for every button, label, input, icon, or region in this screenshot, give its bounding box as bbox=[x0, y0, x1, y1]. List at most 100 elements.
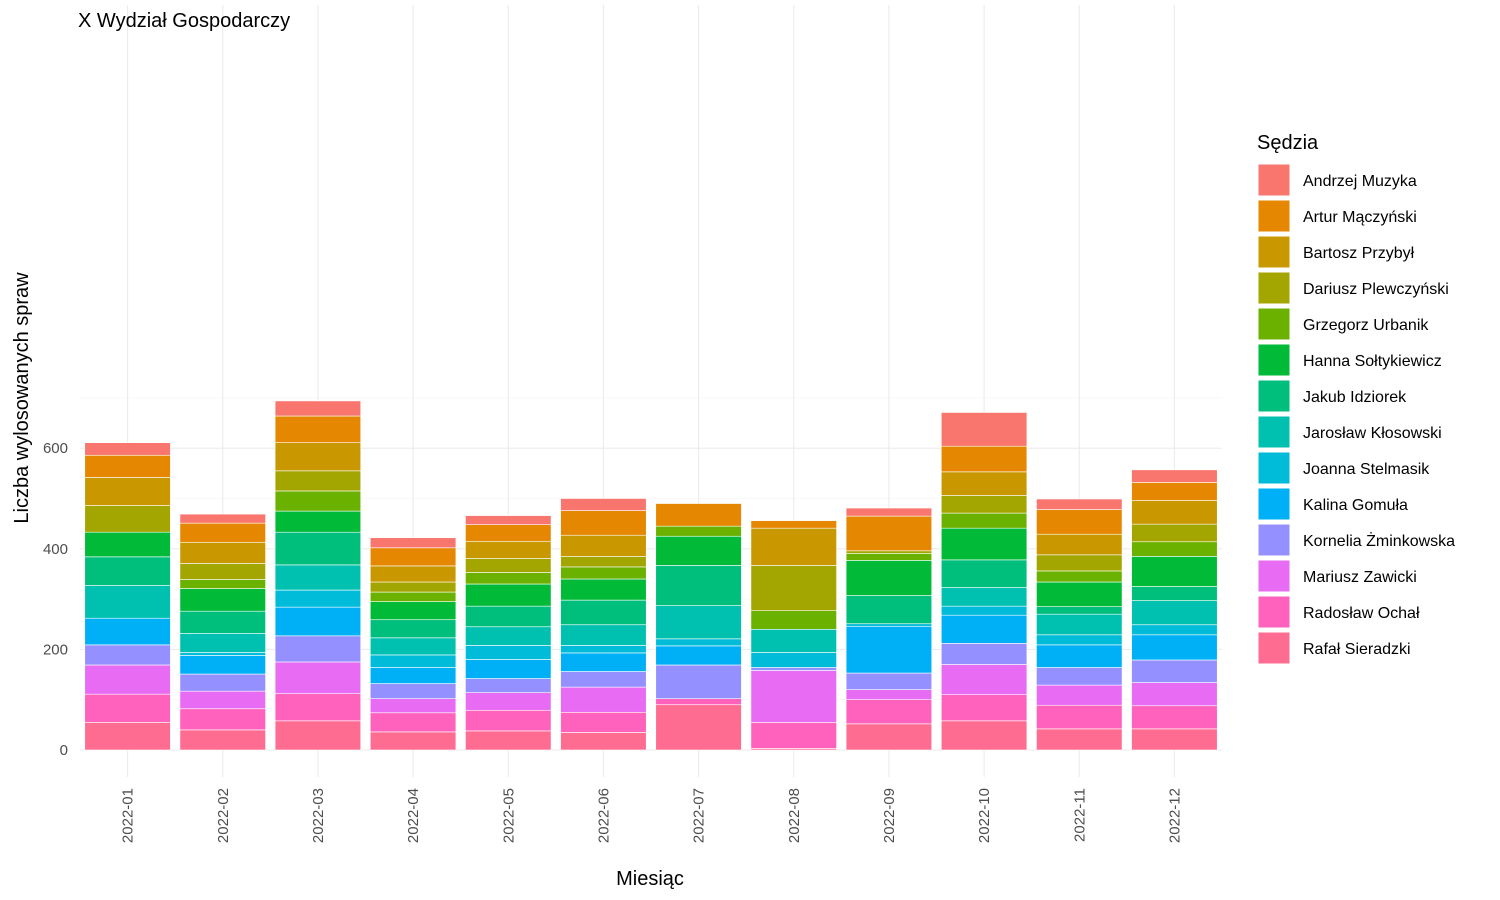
chart-title: X Wydział Gospodarczy bbox=[78, 10, 290, 32]
legend-swatch bbox=[1257, 163, 1291, 197]
legend-label: Grzegorz Urbanik bbox=[1303, 317, 1429, 334]
bar-segment bbox=[465, 605, 552, 628]
legend-label: Jarosław Kłosowski bbox=[1303, 425, 1442, 442]
x-tick-label: 2022-12 bbox=[1166, 788, 1183, 843]
bar-segment bbox=[84, 531, 171, 558]
legend-label: Andrzej Muzyka bbox=[1303, 173, 1417, 190]
bar-segment bbox=[369, 637, 457, 656]
bar-segment bbox=[465, 515, 552, 525]
bar-segment bbox=[1036, 509, 1123, 535]
bar-segment bbox=[179, 673, 266, 692]
bar-segment bbox=[655, 704, 742, 751]
legend-swatch bbox=[1257, 559, 1291, 593]
bar-segment bbox=[560, 510, 647, 536]
bar-segment bbox=[845, 723, 933, 751]
bar-segment bbox=[84, 722, 171, 751]
legend-swatch bbox=[1257, 199, 1291, 233]
bar-segment bbox=[274, 720, 362, 751]
y-axis-title: Liczba wylosowanych spraw bbox=[11, 272, 33, 524]
bar-segment bbox=[84, 664, 171, 695]
y-tick-label: 400 bbox=[43, 541, 68, 558]
x-tick-label: 2022-08 bbox=[786, 788, 803, 843]
bar-segment bbox=[179, 541, 266, 564]
x-tick-label: 2022-02 bbox=[215, 788, 232, 843]
bar-segment bbox=[179, 690, 266, 710]
bar-segment bbox=[465, 692, 552, 711]
bar-segment bbox=[655, 645, 742, 666]
bar-segment bbox=[369, 667, 457, 684]
bar-segment bbox=[655, 503, 742, 527]
bars bbox=[84, 400, 1218, 751]
bar-segment bbox=[750, 565, 837, 611]
bar-segment bbox=[274, 635, 362, 663]
x-tick-label: 2022-05 bbox=[500, 788, 517, 843]
bar-segment bbox=[560, 732, 647, 751]
bar-segment bbox=[845, 560, 933, 596]
bar-segment bbox=[274, 470, 362, 492]
bar-segment bbox=[560, 578, 647, 601]
legend-title: Sędzia bbox=[1257, 132, 1319, 154]
bar-segment bbox=[1131, 659, 1218, 683]
bar-segment bbox=[940, 559, 1028, 588]
bar-segment bbox=[560, 652, 647, 672]
bar-segment bbox=[655, 565, 742, 606]
bar-segment bbox=[369, 601, 457, 621]
bar-segment bbox=[369, 698, 457, 714]
bar-segment bbox=[1036, 581, 1123, 607]
bar-segment bbox=[750, 527, 837, 566]
bar-segment bbox=[465, 678, 552, 693]
bar-segment bbox=[274, 564, 362, 591]
bar-segment bbox=[179, 588, 266, 612]
bar-segment bbox=[84, 454, 171, 478]
legend-swatch bbox=[1257, 235, 1291, 269]
bar-segment bbox=[940, 527, 1028, 561]
bar-segment bbox=[750, 722, 837, 749]
x-tick-label: 2022-07 bbox=[691, 788, 708, 843]
bar-segment bbox=[1131, 600, 1218, 626]
bar-segment bbox=[1036, 728, 1123, 751]
legend-swatch bbox=[1257, 487, 1291, 521]
bar-segment bbox=[1036, 613, 1123, 636]
bar-segment bbox=[1131, 586, 1218, 601]
bar-segment bbox=[274, 510, 362, 533]
bar-segment bbox=[274, 531, 362, 566]
y-tick-label: 0 bbox=[60, 742, 68, 759]
bar-segment bbox=[750, 610, 837, 630]
bar-segment bbox=[1131, 556, 1218, 587]
bar-segment bbox=[845, 625, 933, 674]
bar-segment bbox=[179, 563, 266, 580]
bar-segment bbox=[1131, 541, 1218, 557]
legend-label: Joanna Stelmasik bbox=[1303, 461, 1430, 478]
bar-segment bbox=[369, 537, 457, 549]
y-axis: 0 200 400 600 bbox=[43, 440, 68, 759]
bar-segment bbox=[465, 524, 552, 542]
bar-segment bbox=[750, 670, 837, 723]
bar-segment bbox=[84, 477, 171, 506]
bar-segment bbox=[940, 412, 1028, 447]
bar-segment bbox=[1036, 498, 1123, 510]
bar-segment bbox=[940, 512, 1028, 529]
legend-swatch bbox=[1257, 343, 1291, 377]
bar-segment bbox=[845, 507, 933, 517]
bar-segment bbox=[179, 579, 266, 589]
legend-label: Rafał Sieradzki bbox=[1303, 641, 1411, 658]
bar-segment bbox=[845, 595, 933, 625]
legend-swatch bbox=[1257, 631, 1291, 665]
bar-segment bbox=[1036, 644, 1123, 668]
bar-segment bbox=[1036, 704, 1123, 730]
bar-segment bbox=[940, 614, 1028, 644]
bar-segment bbox=[1036, 554, 1123, 572]
bar-segment bbox=[179, 522, 266, 543]
legend-swatch bbox=[1257, 451, 1291, 485]
bar-segment bbox=[369, 619, 457, 639]
bar-segment bbox=[845, 550, 933, 554]
bar-segment bbox=[1036, 684, 1123, 706]
x-tick-label: 2022-04 bbox=[405, 788, 422, 843]
legend-label: Artur Mączyński bbox=[1303, 209, 1417, 226]
bar-segment bbox=[655, 638, 742, 647]
legend-swatch bbox=[1257, 523, 1291, 557]
bar-segment bbox=[1036, 634, 1123, 646]
bar-segment bbox=[274, 606, 362, 637]
bar-segment bbox=[179, 610, 266, 634]
bar-segment bbox=[940, 445, 1028, 473]
